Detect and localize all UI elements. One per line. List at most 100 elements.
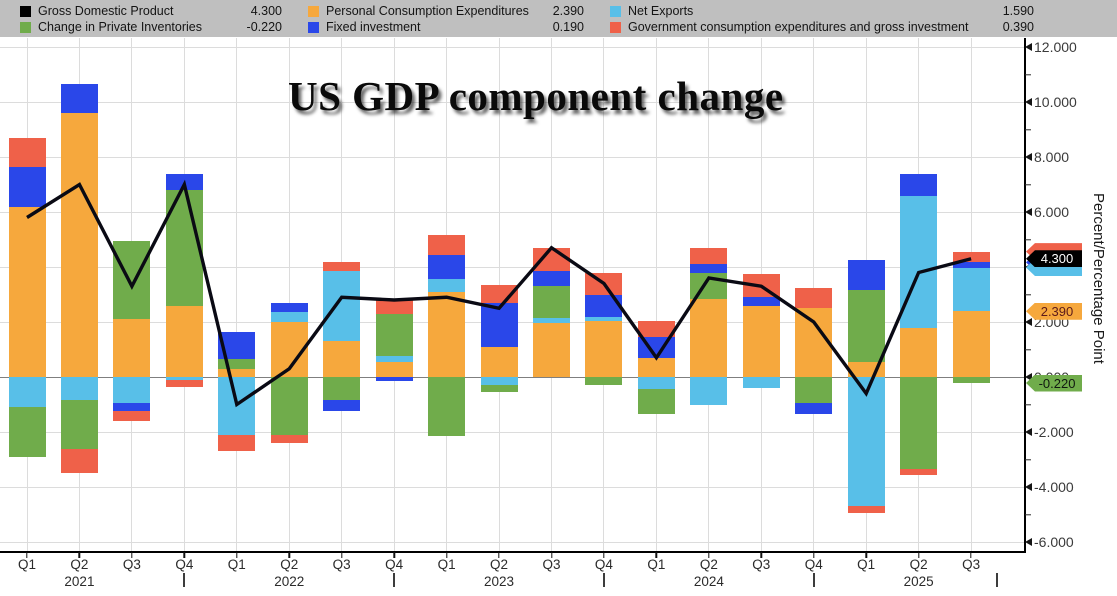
bar-segment-pce xyxy=(480,346,518,377)
y-axis-minor-tick xyxy=(1025,293,1031,296)
y-axis-minor-tick xyxy=(1025,348,1031,351)
x-axis-quarter-label: Q1 xyxy=(17,557,37,572)
bar-segment-net_exports xyxy=(60,377,98,401)
x-axis-tick xyxy=(865,552,867,558)
bar-segment-pce xyxy=(375,361,413,377)
legend-item-government: Government consumption expenditures and … xyxy=(610,20,1034,34)
legend-label: Government consumption expenditures and … xyxy=(628,20,969,34)
y-axis-major-tick xyxy=(1025,208,1032,216)
x-axis-quarter-label: Q3 xyxy=(962,557,981,572)
bar-segment-inventories xyxy=(585,377,623,386)
y-axis-major-tick xyxy=(1025,98,1032,106)
bar-segment-pce xyxy=(690,298,728,377)
bar-segment-pce xyxy=(637,357,675,377)
bar-segment-inventories xyxy=(533,286,570,318)
bar-segment-fixed xyxy=(113,403,151,412)
x-axis-year-label: 2025 xyxy=(903,574,934,589)
legend-item-gdp: Gross Domestic Product 4.300 xyxy=(20,4,282,18)
x-axis-tick xyxy=(236,552,238,558)
pce-swatch-icon xyxy=(308,5,319,17)
bar-segment-inventories xyxy=(375,313,413,357)
bar-segment-gov xyxy=(165,379,203,387)
bar-segment-fixed xyxy=(585,294,623,317)
x-axis-tick xyxy=(655,552,658,558)
bar-segment-fixed xyxy=(270,302,308,313)
bar-segment-net_exports xyxy=(742,377,780,388)
legend-label: Net Exports xyxy=(628,4,694,18)
x-axis-tick xyxy=(183,552,186,558)
bar-segment-gov xyxy=(113,411,151,421)
x-axis-quarter-label: Q1 xyxy=(857,557,876,572)
bar-segment-gov xyxy=(533,247,570,272)
x-axis-quarter-label: Q4 xyxy=(175,557,194,572)
y-axis-tick-label: 6.000 xyxy=(1034,204,1070,220)
bar-segment-fixed xyxy=(952,262,990,268)
y-axis-minor-tick xyxy=(1025,458,1031,461)
bar-segment-gov xyxy=(218,434,256,452)
bar-segment-fixed xyxy=(218,331,256,360)
bar-segment-inventories xyxy=(60,400,98,449)
x-axis-tick xyxy=(131,552,133,558)
bar-segment-pce xyxy=(8,206,46,377)
bar-segment-gov xyxy=(900,469,938,475)
x-axis-quarter-label: Q4 xyxy=(385,557,404,572)
bar-segment-fixed xyxy=(428,254,466,280)
government-swatch-icon xyxy=(610,21,621,33)
bar-segment-fixed xyxy=(637,337,675,358)
x-axis-tick xyxy=(550,552,553,558)
bar-segment-net_exports xyxy=(585,316,623,321)
bar-segment-fixed xyxy=(60,84,98,113)
bar-segment-pce xyxy=(900,327,938,377)
bar-segment-gov xyxy=(323,261,361,272)
bar-segment-net_exports xyxy=(428,279,466,292)
x-axis-tick xyxy=(708,552,710,558)
bar-segment-fixed xyxy=(795,403,833,415)
y-axis-minor-tick xyxy=(1025,238,1031,241)
fixed-investment-swatch-icon xyxy=(308,21,319,33)
bar-segment-net_exports xyxy=(218,377,256,435)
x-axis-quarter-label: Q3 xyxy=(542,557,561,572)
bar-segment-pce xyxy=(165,305,203,377)
bar-segment-inventories xyxy=(113,240,151,320)
legend-item-pce: Personal Consumption Expenditures 2.390 xyxy=(308,4,584,18)
y-axis-minor-tick xyxy=(1025,513,1031,516)
y-axis-minor-tick xyxy=(1025,73,1031,76)
bar-segment-net_exports xyxy=(113,377,151,404)
inventories-swatch-icon xyxy=(20,21,31,33)
y-axis-major-tick xyxy=(1025,538,1032,546)
x-axis-quarter-label: Q4 xyxy=(594,557,613,572)
bar-segment-net_exports xyxy=(847,377,885,507)
bar-segment-inventories xyxy=(270,377,308,435)
y-axis-tick-label: -6.000 xyxy=(1034,534,1074,550)
bar-segment-pce xyxy=(113,319,151,377)
bar-segment-gov xyxy=(847,506,885,514)
x-axis-quarter-label: Q3 xyxy=(752,557,771,572)
bar-segment-gov xyxy=(270,434,308,443)
bar-segment-net_exports xyxy=(270,312,308,322)
bar-segment-fixed xyxy=(323,400,361,412)
horizontal-gridline xyxy=(0,487,1025,488)
legend-label: Change in Private Inventories xyxy=(38,20,202,34)
bar-segment-net_exports xyxy=(323,271,361,342)
year-separator xyxy=(393,573,396,587)
x-axis-quarter-label: Q3 xyxy=(332,557,351,572)
x-axis-quarter-label: Q2 xyxy=(490,557,509,572)
y-axis-tick-label: -4.000 xyxy=(1034,479,1074,495)
y-axis-major-tick xyxy=(1025,373,1032,381)
legend-value: -0.220 xyxy=(246,20,282,34)
bar-segment-inventories xyxy=(323,377,361,401)
bar-segment-fixed xyxy=(742,297,780,306)
horizontal-gridline xyxy=(0,432,1025,433)
x-axis-year-label: 2024 xyxy=(693,574,724,589)
bar-segment-fixed xyxy=(533,271,570,287)
x-axis-quarter-label: Q2 xyxy=(699,557,718,572)
y-axis-line xyxy=(1024,38,1026,553)
gdp-swatch-icon xyxy=(20,5,31,17)
year-separator xyxy=(996,573,999,587)
x-axis-quarter-label: Q3 xyxy=(122,557,141,572)
net-exports-swatch-icon xyxy=(610,5,621,17)
bar-segment-gov xyxy=(637,320,675,338)
legend-item-inventories: Change in Private Inventories -0.220 xyxy=(20,20,282,34)
y-axis-tick-label: 10.000 xyxy=(1034,94,1077,110)
